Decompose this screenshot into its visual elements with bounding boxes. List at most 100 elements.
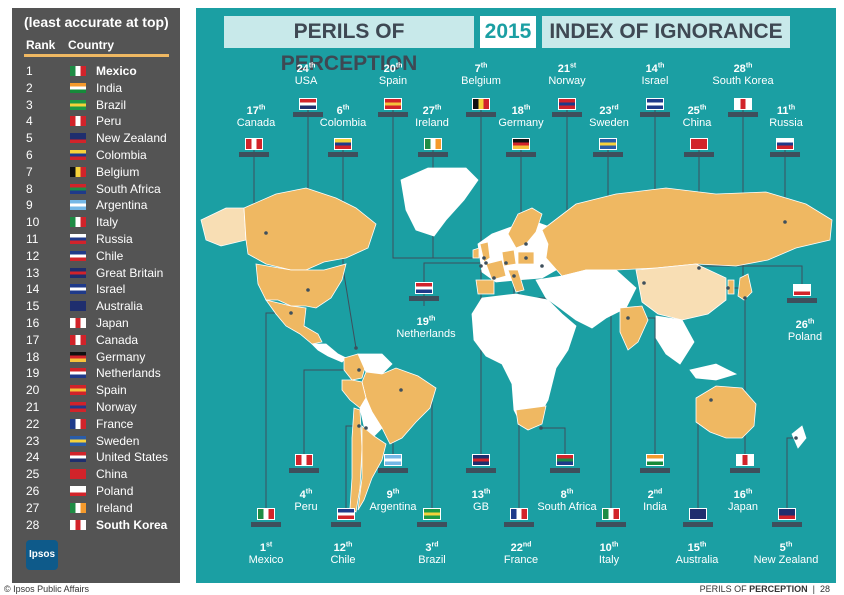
flag-icon	[690, 138, 708, 150]
china	[635, 263, 727, 321]
france	[485, 259, 507, 281]
ranking-row: 5 New Zealand	[24, 130, 174, 147]
indonesia	[689, 363, 738, 381]
flag-icon	[70, 166, 86, 177]
country-name: Australia	[96, 299, 143, 314]
map-rank-suffix: th	[745, 488, 753, 495]
spain	[475, 279, 495, 295]
flag-icon	[70, 200, 86, 211]
map-rank-suffix: th	[428, 315, 436, 322]
flag-pedestal	[550, 468, 580, 473]
world-map	[200, 109, 833, 514]
scandinavia	[507, 207, 543, 249]
map-country-label: 28th South Korea	[712, 60, 773, 87]
ranking-panel-title: (least accurate at top)	[24, 14, 169, 30]
flag-icon	[70, 418, 86, 429]
flag-icon	[510, 508, 528, 520]
se-asia	[655, 315, 695, 365]
map-country-name: GB	[473, 500, 489, 513]
map-rank-suffix: th	[699, 104, 707, 111]
rank-number: 20	[26, 383, 40, 398]
flag-icon	[70, 435, 86, 446]
map-rank-number: 5	[779, 541, 786, 554]
map-country-name: Canada	[236, 116, 276, 129]
map-rank-suffix: th	[699, 541, 707, 548]
ranking-row: 18 Germany	[24, 349, 174, 366]
south-africa	[515, 405, 547, 431]
map-country-name: Netherlands	[396, 327, 456, 340]
uk	[479, 241, 491, 263]
map-rank: 27th	[423, 104, 442, 117]
ranking-row: 25 China	[24, 466, 174, 483]
rank-number: 12	[26, 248, 40, 263]
map-country-name: Belgium	[461, 74, 501, 87]
ranking-row: 22 France	[24, 416, 174, 433]
flag-icon	[334, 138, 352, 150]
germany	[501, 249, 517, 267]
map-rank: 22nd	[511, 541, 532, 554]
map-country-name: South Africa	[537, 500, 597, 513]
ranking-row: 8 South Africa	[24, 181, 174, 198]
country-name: China	[96, 467, 128, 482]
map-rank-suffix: th	[657, 62, 665, 69]
rank-number: 7	[26, 164, 33, 179]
flag-icon	[257, 508, 275, 520]
flag-pedestal	[787, 298, 817, 303]
map-rank-number: 11	[776, 104, 789, 117]
map-rank-suffix: th	[807, 318, 815, 325]
flag-icon	[70, 351, 86, 362]
map-rank-suffix: th	[395, 62, 403, 69]
canada	[243, 187, 377, 271]
map-country-name: Poland	[787, 330, 823, 343]
ranking-row: 4 Peru	[24, 113, 174, 130]
flag-icon	[423, 508, 441, 520]
rank-number: 19	[26, 366, 40, 381]
copyright-footer: © Ipsos Public Affairs	[4, 584, 90, 594]
map-rank-number: 16	[733, 488, 746, 501]
flag-pedestal	[640, 112, 670, 117]
flag-pedestal	[409, 296, 439, 301]
ranking-row: 10 Italy	[24, 214, 174, 231]
ireland	[472, 247, 480, 259]
flag-icon	[778, 508, 796, 520]
map-rank: 28th	[734, 62, 753, 75]
russia	[541, 187, 833, 277]
map-country-label: 24th USA	[295, 60, 318, 87]
country-name: Argentina	[96, 198, 148, 213]
flag-icon	[384, 454, 402, 466]
map-rank: 23rd	[599, 104, 618, 117]
map-country-name: Colombia	[319, 116, 367, 129]
map-rank-number: 19	[416, 315, 429, 328]
map-rank-number: 2	[647, 488, 654, 501]
ranking-row: 26 Poland	[24, 483, 174, 500]
map-rank: 19th	[416, 315, 436, 328]
map-rank: 17th	[247, 104, 266, 117]
map-country-label: 21st Norway	[548, 60, 585, 87]
map-country-label: 13th GB	[472, 486, 491, 513]
ranking-row: 15 Australia	[24, 298, 174, 315]
map-country-label: 16th Japan	[728, 486, 758, 513]
map-country-label: 6th Colombia	[320, 102, 366, 129]
flag-icon	[337, 508, 355, 520]
ranking-row: 1 Mexico	[24, 63, 174, 80]
country-name: Israel	[96, 282, 126, 297]
flag-icon	[472, 98, 490, 110]
ranking-row: 28 South Korea	[24, 517, 174, 534]
map-country-name: Italy	[598, 553, 620, 566]
rank-number: 11	[26, 231, 39, 246]
map-rank: 16th	[733, 488, 753, 501]
map-country-label: 10th Italy	[599, 539, 619, 566]
rank-number: 17	[26, 332, 40, 347]
header-divider	[24, 54, 169, 57]
flag-icon	[70, 452, 86, 463]
flag-icon	[776, 138, 794, 150]
rank-number: 28	[26, 517, 40, 532]
title-index-of-ignorance: INDEX OF IGNORANCE	[542, 16, 790, 48]
rank-number: 3	[26, 97, 33, 112]
rank-number: 14	[26, 282, 40, 297]
map-rank: 20th	[384, 62, 403, 75]
map-rank: 10th	[600, 541, 619, 554]
map-country-label: 27th Ireland	[415, 102, 449, 129]
flag-pedestal	[378, 112, 408, 117]
map-rank-number: 24	[296, 62, 309, 75]
